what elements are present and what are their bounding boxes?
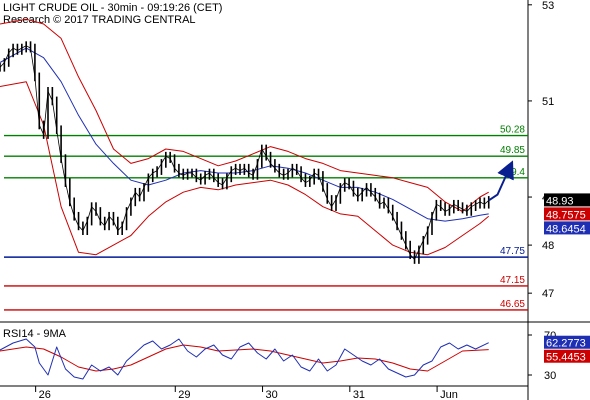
x-tick-label: 30	[266, 389, 278, 400]
rsi-value-tag-label: 62.2773	[546, 338, 586, 350]
moving-average-line	[0, 47, 489, 222]
rsi-tick-label: 30	[544, 370, 556, 382]
chart-source: Research © 2017 TRADING CENTRAL	[3, 14, 196, 26]
x-tick-label: 26	[39, 389, 51, 400]
value-tag	[544, 221, 590, 235]
rsi-ma-line	[0, 344, 489, 372]
rsi-line	[0, 338, 489, 380]
price-panel: 50.28 49.85 49.4 47.75 47.15 46.65 48.93 48.757…	[0, 18, 590, 311]
value-tag	[544, 193, 590, 207]
x-tick-label: 31	[353, 389, 365, 400]
value-tag-label: 48.93	[546, 195, 574, 207]
y-tick-label: 47	[542, 288, 554, 300]
rsi-value-tag	[544, 335, 590, 349]
price-line	[0, 45, 489, 260]
level-label: 49.4	[506, 167, 526, 178]
rsi-value-tag	[544, 349, 590, 363]
value-tag-label: 48.7575	[546, 209, 586, 221]
rsi-value-tag-label: 55.4453	[546, 352, 586, 364]
y-tick-label: 53	[542, 0, 554, 12]
forecast-arrow	[488, 160, 514, 202]
y-tick-label: 48	[542, 240, 554, 252]
x-tick-label: Jun	[440, 389, 458, 400]
level-label: 50.28	[500, 125, 525, 136]
value-tag	[544, 207, 590, 221]
level-label: 49.85	[500, 145, 525, 156]
bollinger-upper-line	[0, 18, 489, 212]
chart-title: LIGHT CRUDE OIL - 30min - 09:19:26 (CET)	[3, 2, 223, 14]
rsi-title: RSI14 - 9MA	[3, 328, 67, 340]
bollinger-lower-line	[0, 81, 490, 256]
x-tick-label: 29	[178, 389, 190, 400]
y-tick-label: 51	[542, 96, 554, 108]
value-tag-label: 48.6454	[546, 223, 586, 235]
level-label: 47.75	[500, 246, 525, 257]
level-label: 46.65	[500, 299, 525, 310]
level-label: 47.15	[500, 275, 525, 286]
